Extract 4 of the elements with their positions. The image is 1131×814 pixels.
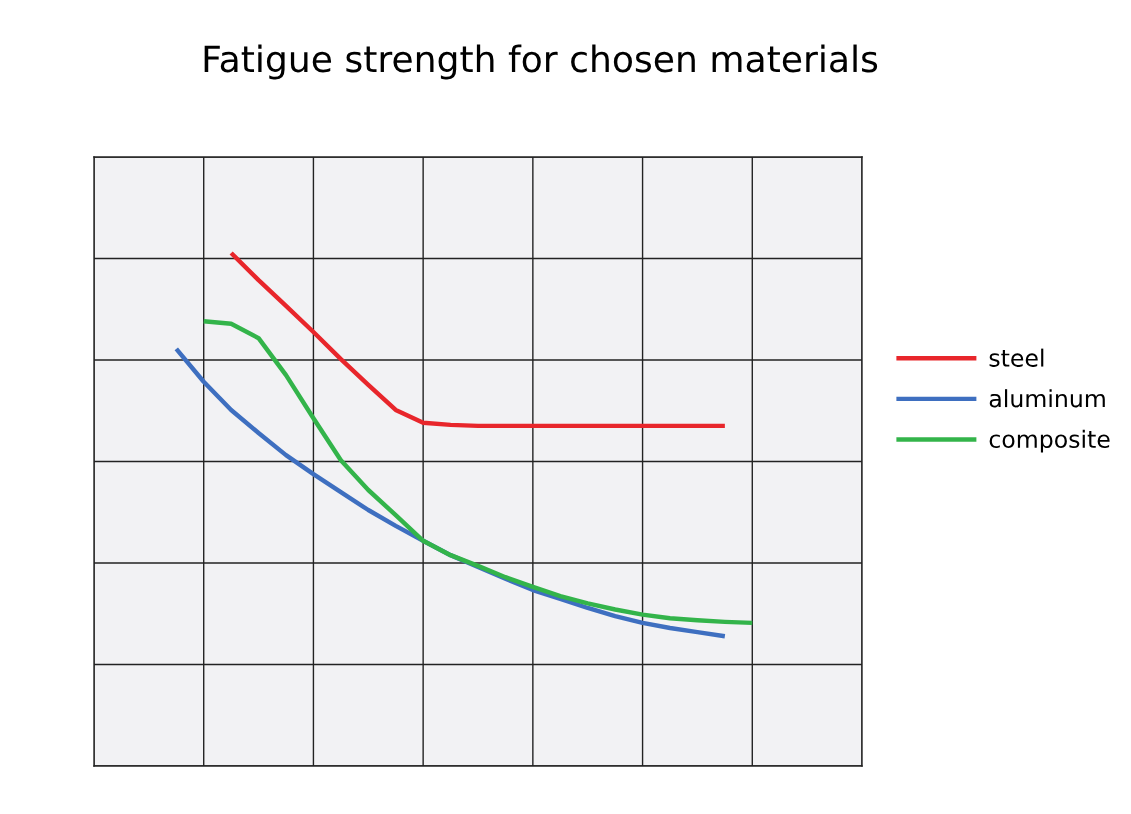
chart-title: Fatigue strength for chosen materials: [204, 44, 878, 80]
legend-label: aluminum: [989, 389, 1105, 408]
legend-label: steel: [989, 348, 1044, 367]
legend-label: composite: [989, 429, 1110, 453]
